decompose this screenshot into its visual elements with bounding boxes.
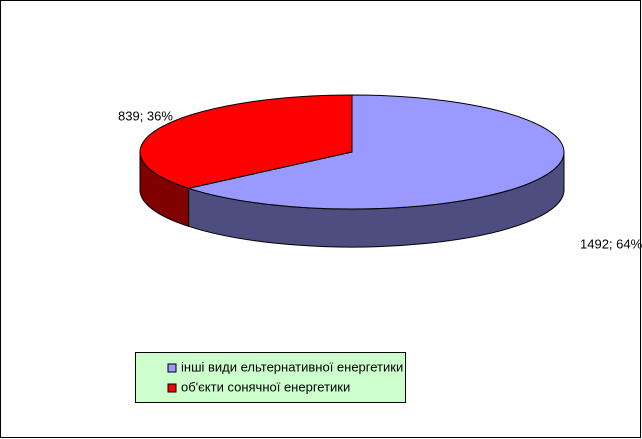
pie-slice — [139, 94, 353, 189]
legend-swatch — [167, 363, 177, 373]
legend-swatch — [167, 383, 177, 393]
legend-label: інші види ельтернативної енергетики — [181, 359, 403, 374]
data-label: 1492; 64% — [580, 236, 642, 251]
legend-box — [135, 352, 406, 403]
legend-label: об'єкти сонячної енергетики — [181, 379, 350, 394]
data-label: 839; 36% — [118, 108, 173, 123]
pie-slice — [186, 94, 565, 210]
